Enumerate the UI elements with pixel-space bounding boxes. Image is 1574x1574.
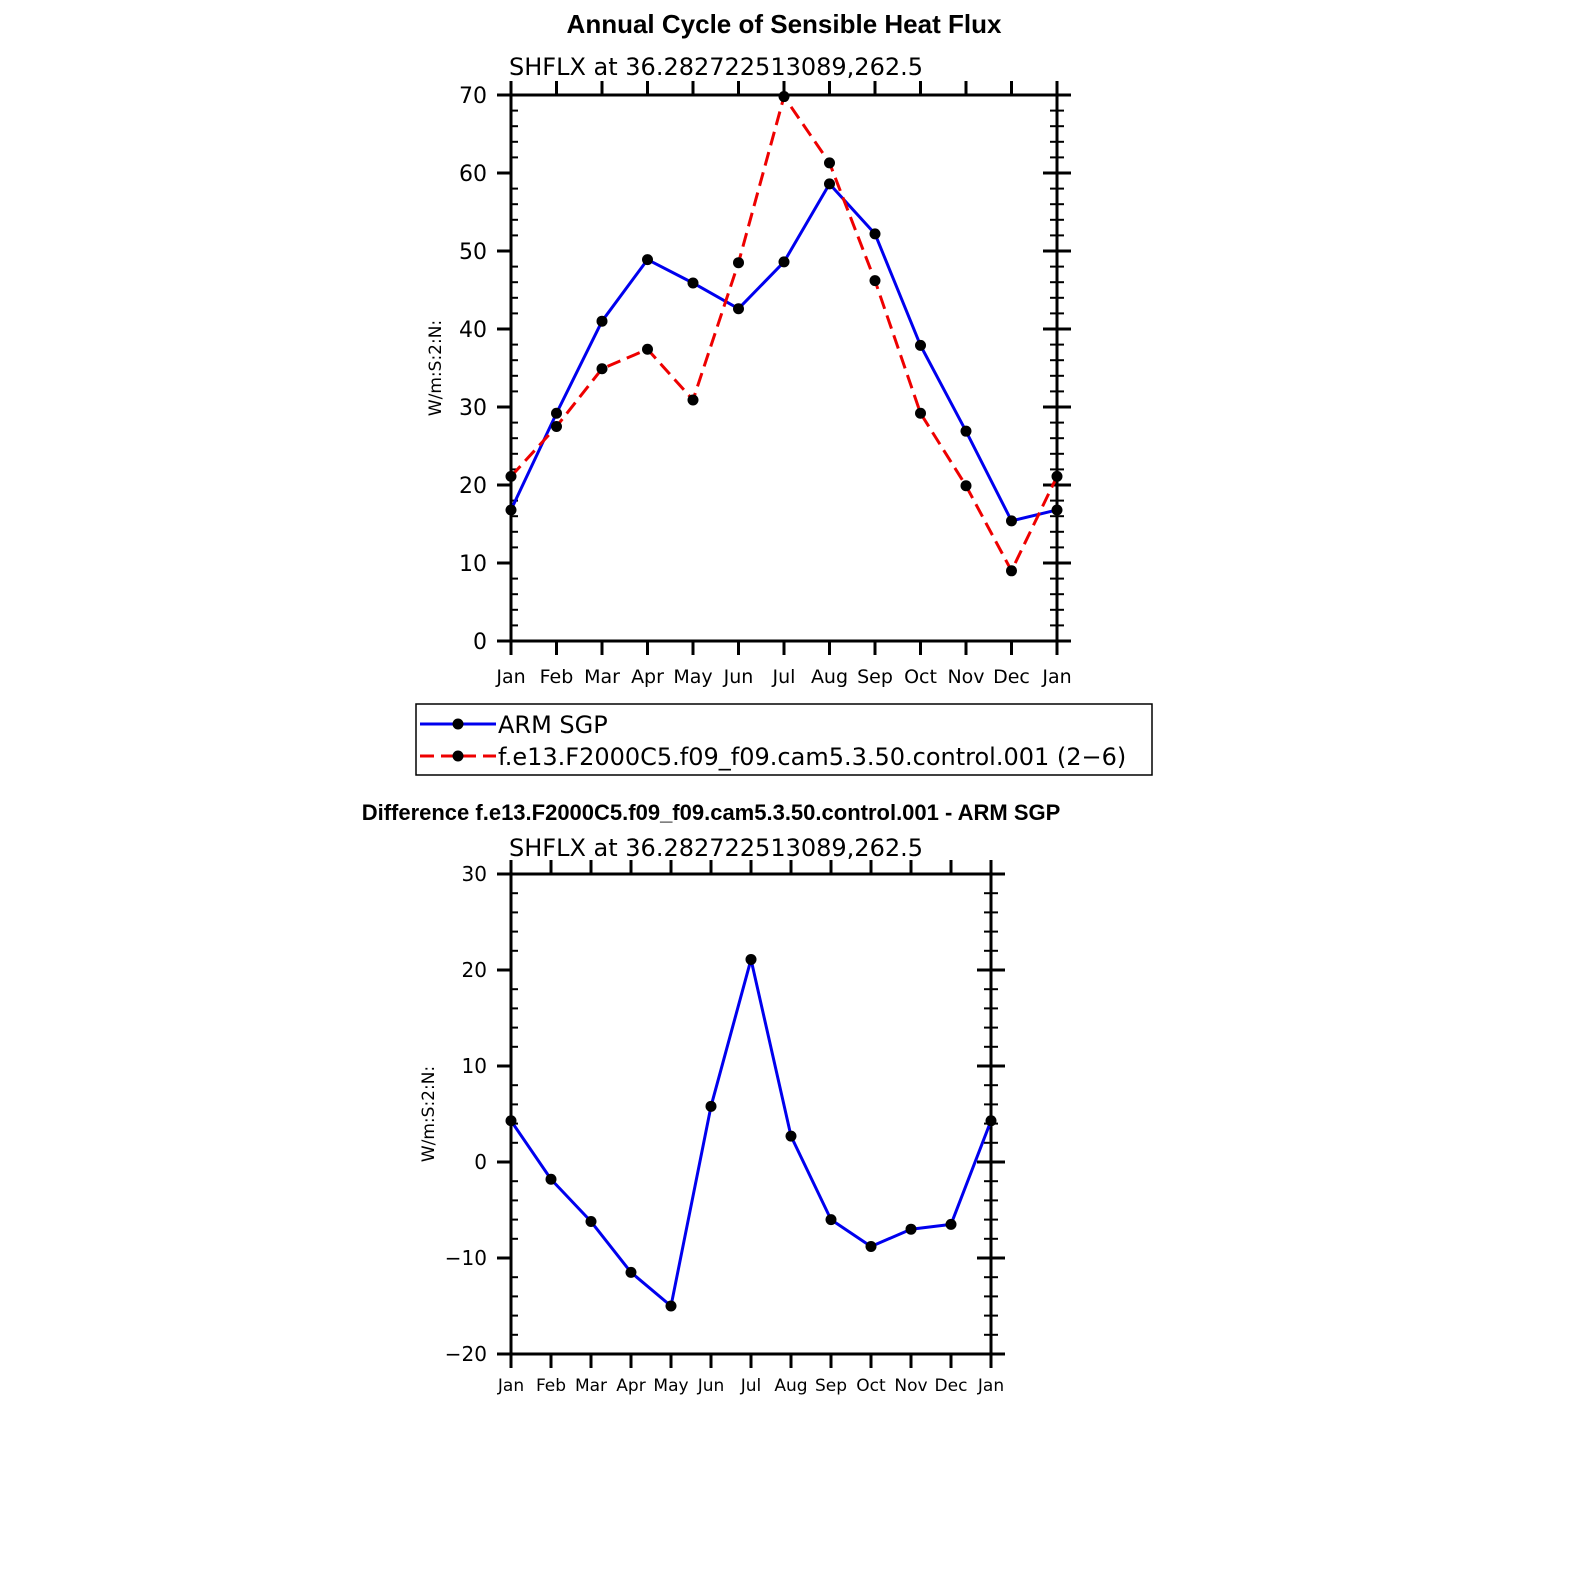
data-point (596, 315, 608, 327)
x-tick-label: Nov (947, 666, 984, 688)
x-tick-label: Jul (740, 1376, 762, 1396)
legend-marker (452, 718, 464, 730)
data-point (505, 470, 517, 482)
data-point (551, 407, 562, 419)
x-tick-label: Jan (977, 1376, 1004, 1396)
chart-title: Annual Cycle of Sensible Heat Flux (567, 9, 1002, 39)
y-tick-label: 30 (462, 862, 487, 886)
series-line-0 (509, 957, 993, 1308)
data-point (869, 228, 881, 240)
x-tick-label: Oct (904, 666, 937, 688)
x-tick-label: Nov (894, 1376, 927, 1396)
data-point (825, 1214, 837, 1226)
series-line-0 (509, 182, 1058, 523)
chart-title: Difference f.e13.F2000C5.f09_f09.cam5.3.… (362, 800, 1061, 825)
data-point (824, 157, 835, 169)
data-point (665, 1300, 677, 1312)
x-tick-label: May (653, 1376, 688, 1396)
data-point (778, 256, 790, 268)
legend-marker (452, 750, 464, 762)
data-point (785, 1130, 797, 1142)
data-point (551, 421, 562, 432)
x-tick-label: Apr (616, 1376, 645, 1396)
data-point (596, 363, 608, 375)
legend-box (415, 703, 1153, 776)
chart-subtitle: SHFLX at 36.282722513089,262.5 (509, 53, 923, 81)
x-tick-label: Aug (774, 1376, 807, 1396)
x-tick-label: Mar (575, 1376, 607, 1396)
x-tick-label: Jun (723, 666, 754, 688)
data-point (733, 257, 744, 269)
y-tick-label: 20 (462, 958, 487, 982)
y-tick-label: −10 (445, 1246, 487, 1270)
data-point (915, 339, 926, 351)
data-point (824, 178, 835, 190)
data-point (960, 480, 972, 492)
x-tick-label: Jan (495, 666, 525, 688)
data-point (585, 1216, 597, 1228)
data-point (945, 1218, 957, 1230)
data-point (1051, 470, 1063, 482)
x-tick-label: Jun (697, 1376, 725, 1396)
data-point (869, 275, 881, 287)
data-point (1051, 504, 1063, 516)
x-tick-label: Feb (540, 666, 574, 688)
y-tick-label: 40 (459, 318, 487, 343)
x-tick-label: Dec (935, 1376, 968, 1396)
data-point (705, 1100, 717, 1112)
data-point (1006, 565, 1017, 577)
x-tick-label: Jan (1041, 666, 1071, 688)
chart-subtitle: SHFLX at 36.282722513089,262.5 (509, 834, 923, 862)
x-tick-label: Sep (815, 1376, 847, 1396)
data-point (642, 343, 653, 355)
data-point (915, 407, 926, 419)
data-point (778, 91, 790, 103)
data-point (733, 303, 744, 315)
x-tick-label: Jan (497, 1376, 524, 1396)
data-point (545, 1173, 557, 1185)
legend-label-1: f.e13.F2000C5.f09_f09.cam5.3.50.control.… (498, 743, 1126, 771)
y-tick-label: 50 (459, 240, 487, 265)
y-tick-label: 60 (459, 162, 487, 187)
x-tick-label: Dec (993, 666, 1030, 688)
y-axis-label: W/m:S:2:N: (419, 1066, 439, 1162)
legend: ARM SGP f.e13.F2000C5.f09_f09.cam5.3.50.c… (415, 703, 1153, 776)
x-tick-label: Aug (811, 666, 848, 688)
y-axis-label: W/m:S:2:N: (426, 320, 446, 416)
data-point (905, 1223, 917, 1235)
data-point (505, 504, 517, 516)
y-tick-label: 20 (459, 474, 487, 499)
data-point (1006, 515, 1017, 527)
y-tick-label: 30 (459, 396, 487, 421)
y-tick-label: 70 (459, 84, 487, 109)
legend-label-0: ARM SGP (498, 711, 608, 739)
data-point (687, 277, 699, 289)
data-point (745, 953, 757, 965)
y-tick-label: 0 (473, 630, 487, 655)
x-tick-label: Oct (856, 1376, 886, 1396)
x-tick-label: Feb (536, 1376, 566, 1396)
y-tick-label: 10 (462, 1054, 487, 1078)
data-point (687, 394, 699, 406)
x-tick-label: Sep (857, 666, 893, 688)
difference-chart: Difference f.e13.F2000C5.f09_f09.cam5.3.… (362, 800, 1061, 1396)
annual-cycle-chart: Annual Cycle of Sensible Heat Flux SHFLX … (415, 9, 1153, 776)
data-point (960, 425, 972, 437)
data-point (985, 1115, 997, 1127)
y-tick-label: 10 (459, 552, 487, 577)
y-tick-label: 0 (474, 1150, 487, 1174)
x-tick-label: Jul (772, 666, 796, 688)
series-line-1 (509, 95, 1059, 573)
x-tick-label: May (673, 666, 712, 688)
data-point (642, 254, 653, 266)
data-point (865, 1240, 877, 1252)
y-tick-label: −20 (445, 1342, 487, 1366)
plot-frame (509, 93, 1059, 643)
plot-frame (509, 872, 993, 1356)
x-tick-label: Mar (584, 666, 620, 688)
data-point (625, 1266, 637, 1278)
data-point (505, 1115, 517, 1127)
x-tick-label: Apr (631, 666, 664, 688)
